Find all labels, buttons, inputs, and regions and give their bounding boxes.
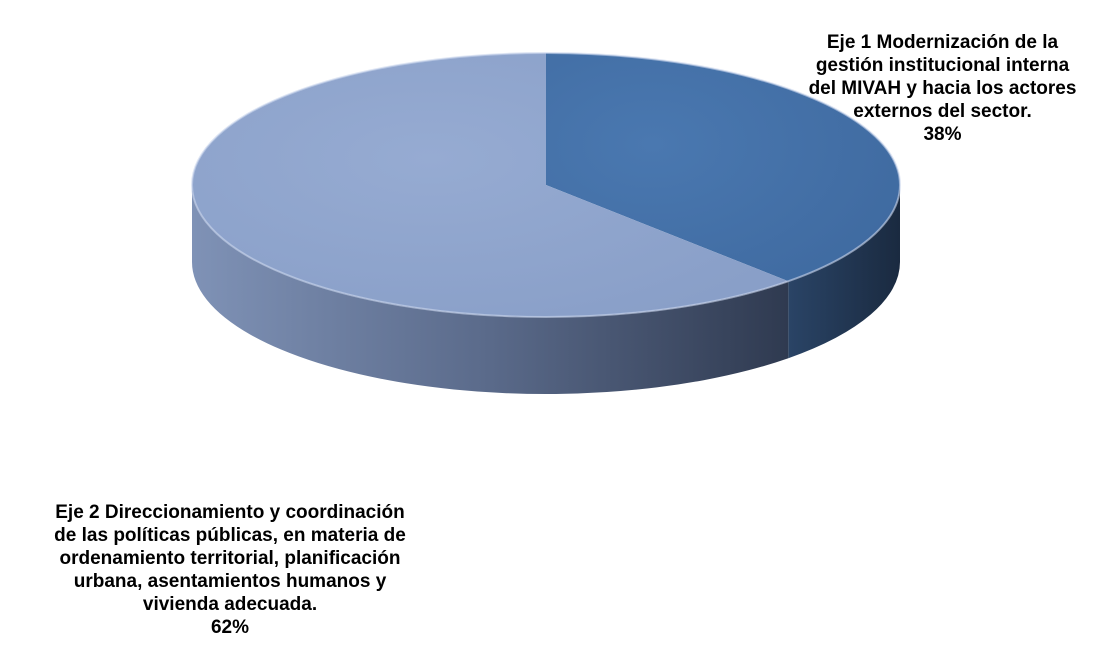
slice-side-1 bbox=[788, 185, 900, 359]
slice-label-eje-2: Eje 2 Direccionamiento y coordinación de… bbox=[0, 478, 460, 662]
slice-label-eje-1: Eje 1 Modernización de la gestión instit… bbox=[770, 8, 1115, 169]
slice-value-eje-1: 38% bbox=[923, 124, 962, 145]
slice-label-eje-2-text: Eje 2 Direccionamiento y coordinación de… bbox=[54, 502, 406, 615]
pie-chart bbox=[191, 52, 901, 394]
pie-rim bbox=[191, 52, 901, 318]
slice-top-1 bbox=[546, 53, 900, 282]
slice-label-eje-1-text: Eje 1 Modernización de la gestión instit… bbox=[808, 32, 1077, 122]
slice-side-2 bbox=[192, 185, 789, 394]
slice-value-eje-2: 62% bbox=[210, 617, 250, 638]
slice-top-2 bbox=[192, 53, 789, 317]
